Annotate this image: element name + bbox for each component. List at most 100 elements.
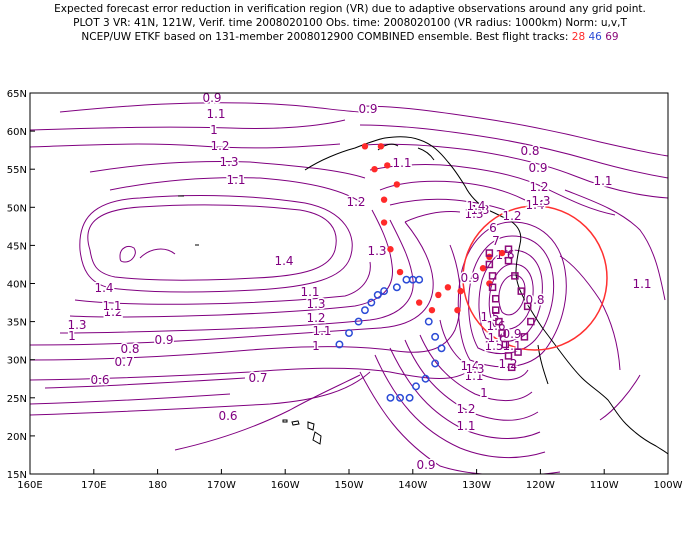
contour-label: 0.9 xyxy=(358,102,377,116)
contour-label: 1.4 xyxy=(466,199,485,213)
track-69-marker xyxy=(514,348,522,356)
contour-label: 0.7 xyxy=(248,371,267,385)
contour-label: 1.2 xyxy=(210,139,229,153)
track-46-marker xyxy=(386,393,395,402)
track-46-marker xyxy=(380,287,389,296)
track-46-marker xyxy=(335,340,344,349)
contour-label: 1.1 xyxy=(392,156,411,170)
title-line-3-text: NCEP/UW ETKF based on 131-member 2008012… xyxy=(81,31,569,43)
contour-labels: 0.90.90.80.91.11.21.3 1.41.111.21.31.11.3… xyxy=(66,90,653,474)
contour-label: 1.3 xyxy=(464,207,483,221)
track-69-marker xyxy=(520,333,529,341)
lon-tick-label: 120W xyxy=(526,480,555,491)
track-69-marker xyxy=(491,306,500,314)
title-line-2: PLOT 3 VR: 41N, 121W, Verif. time 200802… xyxy=(73,17,627,29)
lon-tick-label: 170W xyxy=(207,480,236,491)
contour-label: 1.2 xyxy=(306,311,325,325)
track-28-marker xyxy=(371,166,378,173)
contour-label: 1 xyxy=(480,386,488,400)
track-28-marker xyxy=(479,265,487,272)
track-46-marker xyxy=(396,393,404,402)
contour-label: 1 xyxy=(210,123,218,137)
contour-label: 0.9 xyxy=(202,91,221,105)
track-69-marker xyxy=(504,352,513,360)
track-69-marker xyxy=(485,260,494,269)
track-46-marker xyxy=(361,306,369,315)
contour-label: 1.2 xyxy=(456,402,475,416)
contour-label: 1.1 xyxy=(464,369,483,383)
lat-tick-label: 55N xyxy=(7,165,27,176)
contour-label: 0.9 xyxy=(416,458,435,472)
track-28-marker xyxy=(380,219,388,226)
contour-label: 1.3 xyxy=(531,194,550,208)
track-28-marker xyxy=(498,249,506,257)
track-46-marker xyxy=(354,317,363,326)
contour-label: 1.2 xyxy=(103,305,122,319)
track-28-marker xyxy=(435,291,442,299)
lon-tick-label: 150W xyxy=(335,480,364,491)
track-28-marker xyxy=(486,280,493,287)
track-46-marker xyxy=(405,393,414,402)
track-69-marker xyxy=(495,317,503,326)
contour-label: 0.6 xyxy=(90,373,109,387)
lon-tick-label: 140W xyxy=(398,480,427,491)
title-line-1: Expected forecast error reduction in ver… xyxy=(54,3,646,15)
lon-tick-label: 170E xyxy=(81,480,106,491)
contour-label: 0.9 xyxy=(154,333,173,347)
contour-label: 1.3 xyxy=(67,318,86,332)
track-28-marker xyxy=(387,246,394,253)
lon-tick-label: 180 xyxy=(148,480,167,491)
track-69-marker xyxy=(507,363,516,372)
contour-label: 1.3 xyxy=(465,362,484,376)
track-28-marker xyxy=(377,143,385,150)
track-69-marker xyxy=(523,302,532,311)
track-69-marker xyxy=(511,272,519,280)
track-69-marker xyxy=(527,317,535,326)
contour-label: 0.9 xyxy=(460,271,479,285)
contour-label: 0.8 xyxy=(525,293,544,307)
contour-label: 1 xyxy=(312,339,320,353)
track-69-marker xyxy=(504,245,513,253)
track-46-marker xyxy=(373,290,382,299)
track-46-marker xyxy=(424,317,433,326)
contour-label: 1.2 xyxy=(529,180,548,194)
lat-tick-label: 45N xyxy=(7,241,27,252)
track-label-28: 28 xyxy=(571,31,586,43)
contour-lines xyxy=(30,102,668,474)
lat-tick-label: 35N xyxy=(7,318,27,329)
track-28-marker xyxy=(361,143,369,150)
contour-label: 1.1 xyxy=(593,174,612,188)
contour-label: 1.3 xyxy=(470,203,489,217)
lat-tick-label: 25N xyxy=(7,394,27,405)
contour-label: 7 xyxy=(492,234,500,248)
contour-label: 1 xyxy=(68,329,76,343)
contour-label: 0.6 xyxy=(218,409,237,423)
title-line-3: NCEP/UW ETKF based on 131-member 2008012… xyxy=(0,31,700,44)
track-46-marker xyxy=(415,275,424,284)
contour-label: 1.1 xyxy=(300,285,319,299)
track-28-marker xyxy=(428,306,436,314)
contour-label: 1.5 xyxy=(484,339,503,353)
contour-label: 1.4 xyxy=(274,254,293,268)
track-28-marker xyxy=(393,181,401,188)
contour-label: 1.3 xyxy=(219,155,238,169)
lat-tick-label: 30N xyxy=(7,356,27,367)
track-46-marker xyxy=(402,275,411,284)
track-69-marker xyxy=(517,287,526,295)
lat-tick-label: 40N xyxy=(7,280,27,291)
track-69-marker xyxy=(501,340,510,349)
track-28-marker xyxy=(454,306,461,314)
track-28-marker xyxy=(486,253,493,261)
track-28-marker xyxy=(457,287,464,295)
lat-tick-label: 60N xyxy=(7,127,27,138)
lon-tick-label: 160W xyxy=(271,480,300,491)
contour-label: 1.1 xyxy=(206,107,225,121)
track-69-marker xyxy=(488,283,497,292)
contour-label: 1.1 xyxy=(312,324,331,338)
track-label-69: 69 xyxy=(605,31,619,43)
track-46-marker xyxy=(431,359,440,368)
track-46-marker xyxy=(345,329,353,337)
lat-tick-label: 50N xyxy=(7,203,27,214)
contour-label: 0.7 xyxy=(114,355,133,369)
